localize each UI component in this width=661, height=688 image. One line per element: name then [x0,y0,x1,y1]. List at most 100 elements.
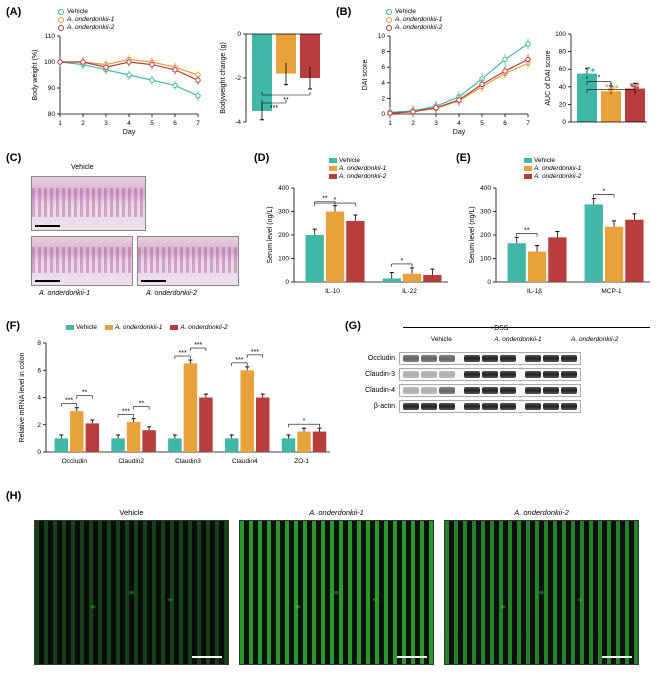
svg-text:4: 4 [381,80,385,87]
svg-text:200: 200 [480,232,491,239]
fluorescence-image [34,520,229,665]
blot-band [500,371,516,378]
histology-title-ond2: A. onderdonkii-2 [146,290,197,297]
svg-text:*: * [598,75,601,82]
svg-text:200: 200 [278,232,289,239]
svg-text:7: 7 [526,120,530,127]
blot-row-label: Occludin [351,355,399,362]
svg-text:1: 1 [58,120,62,127]
svg-text:0: 0 [562,119,566,126]
blot-band [403,355,419,362]
blot-group-label: Vehicle [403,336,480,343]
chart-f: 02468Relative mRNA level in colonOccludi… [14,335,334,470]
svg-text:5: 5 [480,120,484,127]
svg-text:-4: -4 [235,119,241,126]
svg-text:4: 4 [127,120,131,127]
histology-title-vehicle: Vehicle [71,164,94,171]
blot-row-label: β-actin [351,403,399,410]
svg-text:-2: -2 [235,75,241,82]
svg-text:100: 100 [480,256,491,263]
blot-band [561,403,577,410]
blot-band [464,387,480,394]
blot-band [543,355,559,362]
blot-band [403,387,419,394]
blot-band [439,355,455,362]
svg-text:100: 100 [278,256,289,263]
svg-text:100: 100 [44,59,55,66]
svg-text:MCP-1: MCP-1 [601,288,622,295]
fluorescence-title: A. onderdonkii-1 [239,508,434,517]
svg-text:400: 400 [480,185,491,192]
blot-band [482,355,498,362]
blot-lanes [399,352,581,365]
svg-text:*: * [334,197,337,204]
blot-lanes [399,384,581,397]
panel-label-g: (G) [345,320,361,332]
svg-text:*: * [610,83,613,90]
svg-text:***: *** [122,409,130,416]
blot-band [525,371,541,378]
blot-group-label: A. onderdonkii-1 [480,336,557,343]
svg-text:Claudin3: Claudin3 [175,458,201,465]
svg-text:Bodyweight change (g): Bodyweight change (g) [220,42,227,114]
svg-text:3: 3 [434,120,438,127]
legend-f-ond1: A. onderdonkii-1 [115,324,162,331]
panel-label-d: (D) [254,152,269,164]
legend-d-ond2: A. onderdonkii-2 [339,173,386,180]
svg-text:Claudin2: Claudin2 [118,458,144,465]
svg-text:*: * [401,258,404,265]
svg-text:***: *** [270,105,278,112]
blot-band [543,403,559,410]
svg-text:**: ** [322,196,328,203]
svg-text:300: 300 [278,209,289,216]
chart-b-bar: 020406080100AUC of DAI score** [541,20,651,130]
svg-text:0: 0 [37,449,41,456]
panel-label-f: (F) [6,320,20,332]
svg-text:0: 0 [487,279,491,286]
legend-e: Vehicle A. onderdonkii-1 A. onderdonkii-… [524,157,581,181]
blot-row: β-actin [351,400,641,413]
blot-band [439,371,455,378]
svg-text:80: 80 [559,49,567,56]
blot-band [500,403,516,410]
svg-text:**: ** [283,97,289,104]
blot-band [561,387,577,394]
svg-text:**: ** [139,401,145,408]
blot-band [561,355,577,362]
blot-band [421,387,437,394]
svg-text:2: 2 [411,120,415,127]
legend-vehicle-b: Vehicle [395,8,416,15]
svg-text:2: 2 [81,120,85,127]
blot-band [561,371,577,378]
scale-bar [602,656,632,658]
svg-text:***: *** [251,349,259,356]
legend-f-vehicle: Vehicle [76,324,97,331]
histology-title-ond1: A. onderdonkii-1 [39,290,90,297]
svg-text:IL-10: IL-10 [325,288,340,295]
scale-bar [192,656,222,658]
svg-text:100: 100 [555,31,566,38]
svg-text:10: 10 [378,33,386,40]
blot-band [482,403,498,410]
histology-ond1 [31,236,133,286]
svg-text:0: 0 [285,279,289,286]
legend-vehicle: Vehicle [67,8,88,15]
blot-band [482,387,498,394]
legend-d-vehicle: Vehicle [339,157,360,164]
svg-text:***: *** [179,350,187,357]
svg-text:300: 300 [480,209,491,216]
blot-row: Occludin [351,352,641,365]
blot-band [421,371,437,378]
blot-row-label: Claudin-4 [351,387,399,394]
blot-band [464,403,480,410]
chart-e: 0100200300400Serum level (ng/L)IL-1βMCP-… [464,180,654,300]
svg-text:Serum level (ng/L): Serum level (ng/L) [267,206,274,263]
svg-text:Day: Day [453,129,466,136]
panel-label-b: (B) [336,6,351,18]
legend-f-ond2: A. onderdonkii-2 [180,324,227,331]
blot-band [543,387,559,394]
blot-band [543,371,559,378]
svg-text:4: 4 [37,395,41,402]
fluorescence-panel: A. onderdonkii-1 [239,508,434,665]
blot-band [500,355,516,362]
